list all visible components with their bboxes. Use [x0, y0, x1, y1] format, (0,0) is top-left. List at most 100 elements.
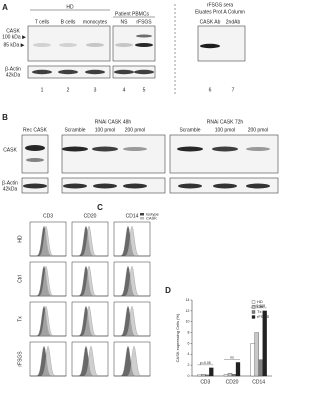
histogram-peak	[72, 345, 108, 377]
bar	[209, 367, 214, 377]
y-tick-label: 6	[188, 341, 190, 345]
blot-band	[135, 43, 153, 47]
legend-label: CASK	[146, 216, 157, 221]
annotation: ns	[230, 355, 234, 359]
bar	[231, 374, 237, 377]
lane-label: NS	[121, 19, 129, 25]
histogram-peak	[114, 345, 150, 377]
lane-label: 2ndAb	[226, 19, 241, 25]
histogram-peak	[30, 265, 66, 297]
blot-band	[213, 183, 237, 189]
blot-band	[86, 43, 104, 47]
panel-label: A	[2, 3, 8, 12]
blot-band	[114, 69, 134, 75]
blot-band	[58, 69, 78, 75]
blot	[61, 134, 166, 174]
lane-label: Scramble	[64, 127, 85, 133]
lane-number: 6	[209, 87, 212, 93]
histogram-peak	[72, 225, 108, 257]
blot-band	[134, 69, 154, 75]
blot	[21, 134, 49, 174]
blot-band	[123, 147, 147, 151]
histogram-peak	[114, 265, 150, 297]
lane-number: 1	[41, 87, 44, 93]
lane-label: B cells	[61, 19, 76, 25]
bar	[223, 374, 229, 377]
histogram-peak	[30, 305, 66, 337]
legend-swatch	[140, 217, 144, 220]
annotation: p=0.05	[200, 361, 211, 365]
y-tick-label: 2	[188, 363, 190, 367]
group-label: HD	[66, 4, 74, 10]
row-label: 85 kDa ▶	[3, 42, 24, 48]
row-label: β-Actin	[5, 66, 21, 72]
histogram-peak	[72, 265, 108, 297]
lane-label: 100 pmol	[95, 127, 116, 133]
legend-swatch	[251, 310, 256, 314]
x-tick-label: CD3	[200, 379, 210, 385]
panel-label: D	[165, 286, 171, 295]
blot-band	[93, 183, 117, 189]
bar	[197, 374, 202, 377]
histogram-peak	[72, 305, 108, 337]
bar	[254, 332, 259, 377]
lane-label: 200 pmol	[248, 127, 269, 133]
y-tick-label: 14	[186, 298, 190, 302]
lane-label: Rec CASK	[23, 127, 48, 133]
lane-label: monocytes	[83, 19, 108, 25]
row-label: 100 kDa ▶	[2, 34, 26, 40]
blot-band	[85, 69, 105, 75]
column-label: CD14	[126, 213, 139, 219]
bar	[250, 343, 255, 377]
blot-band	[23, 183, 47, 189]
histogram-peak	[114, 225, 150, 257]
row-label: rFSGS	[17, 351, 23, 367]
bar	[201, 374, 206, 377]
legend-label: Isotype	[146, 212, 160, 217]
lane-number: 2	[67, 87, 70, 93]
panel-label: B	[2, 113, 8, 122]
blot-band	[246, 183, 270, 189]
lane-label: CASK Ab	[200, 19, 221, 25]
row-label: 42kDa	[3, 186, 18, 192]
blot-band	[92, 146, 118, 152]
y-tick-label: 8	[188, 330, 190, 334]
blot	[197, 25, 246, 62]
histogram-peak	[30, 225, 66, 257]
y-tick-label: 0	[188, 374, 190, 378]
lane-number: 7	[232, 87, 235, 93]
legend-swatch	[251, 315, 256, 319]
x-tick-label: CD14	[252, 379, 265, 385]
group-label: Patient PBMCs	[115, 11, 149, 17]
legend-label: Tx	[257, 309, 261, 314]
bar	[262, 310, 267, 377]
row-label: Ctrl	[17, 275, 23, 283]
annotation: p=0.008	[252, 304, 265, 308]
legend-swatch	[251, 300, 256, 304]
y-tick-label: 12	[186, 309, 190, 313]
lane-label: rFSGS	[136, 19, 152, 25]
histogram-peak	[30, 345, 66, 377]
lane-label: 100 pmol	[215, 127, 236, 133]
lane-label: Scramble	[179, 127, 200, 133]
blot-band	[178, 183, 202, 189]
lane-label: T cells	[35, 19, 50, 25]
group-label: RNAi CASK 48h	[95, 119, 132, 125]
histogram-peak	[114, 305, 150, 337]
y-tick-label: 10	[186, 320, 190, 324]
lane-label: 200 pmol	[125, 127, 146, 133]
row-label: Tx	[17, 316, 23, 322]
row-label: 42kDa	[6, 72, 21, 78]
blot-band	[123, 183, 147, 189]
y-axis-title: CASK expressing Cells (%)	[175, 313, 180, 362]
bar	[258, 359, 263, 377]
blot-band	[136, 34, 152, 38]
blot	[27, 25, 111, 62]
blot-band	[200, 43, 220, 49]
blot-band	[62, 146, 88, 152]
blot-band	[59, 43, 77, 47]
blot-band	[115, 43, 133, 47]
blot-band	[33, 43, 51, 47]
group-label: Eluates Prot A Column	[195, 9, 245, 15]
